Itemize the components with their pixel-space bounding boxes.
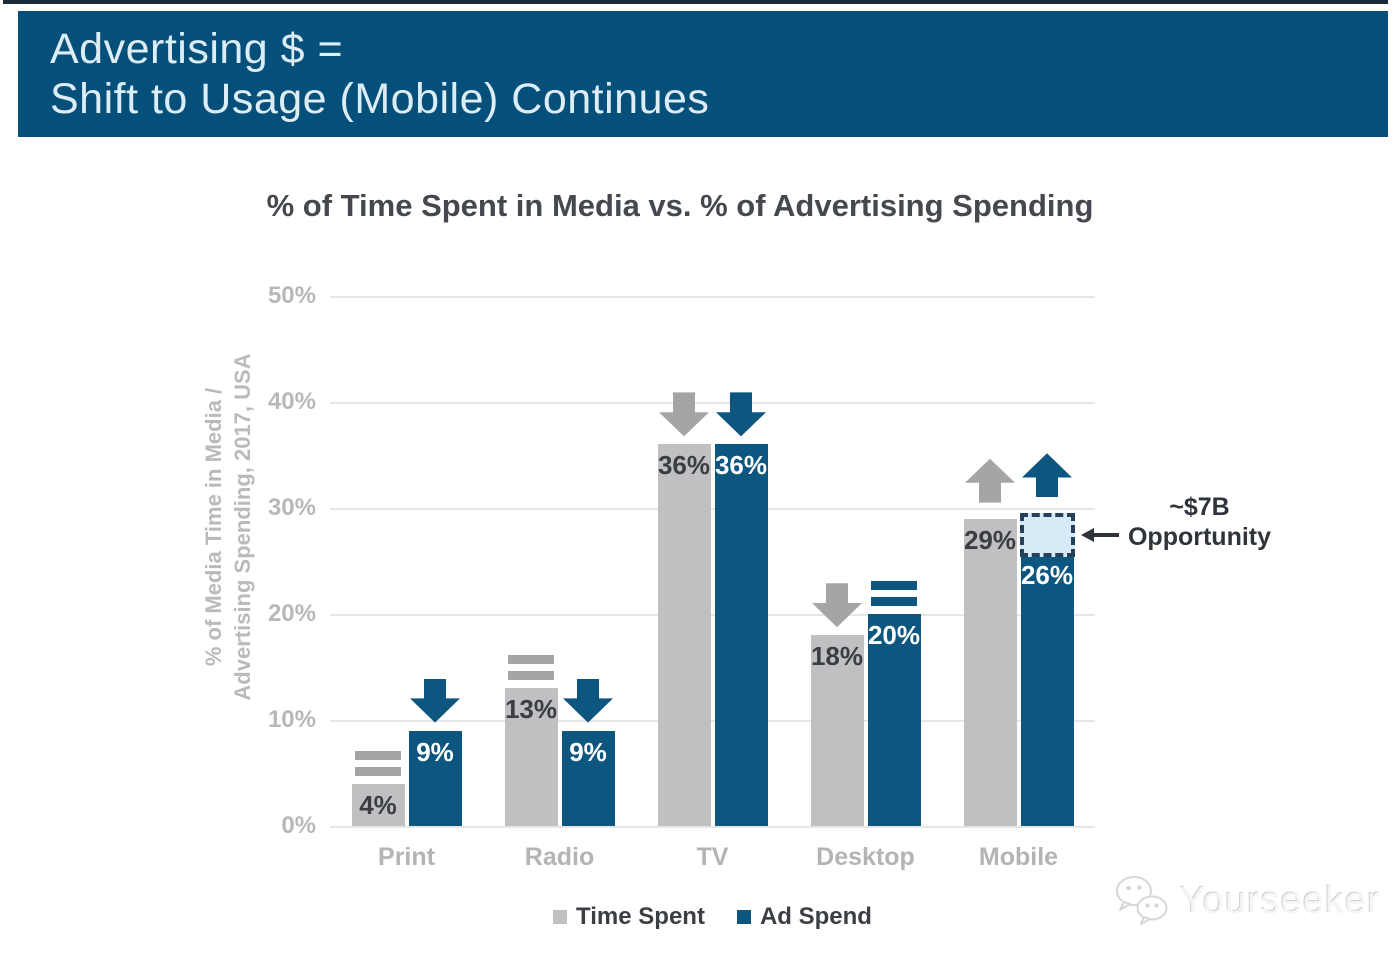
bar-value-label: 4% — [359, 789, 397, 820]
bar-value-label: 36% — [714, 450, 768, 481]
x-category-label-radio: Radio — [524, 843, 595, 871]
bar-value-label: 36% — [657, 450, 711, 481]
gridline-10% — [330, 720, 1095, 722]
bar-desktop-ad-spend — [867, 614, 921, 826]
down-arrow-icon — [563, 678, 613, 723]
watermark-text: Yourseeker — [1180, 879, 1381, 922]
bar-desktop-time-spent — [810, 635, 864, 826]
bar-tv-time-spent — [657, 444, 711, 826]
bar-value-label: 9% — [416, 736, 454, 767]
opportunity-gap-box — [1019, 513, 1075, 558]
equals-icon — [355, 750, 401, 776]
down-arrow-icon — [659, 392, 709, 437]
slide-title: Advertising $ = Shift to Usage (Mobile) … — [50, 24, 1388, 124]
legend-label-ad-spend: Ad Spend — [759, 903, 872, 930]
down-arrow-icon — [812, 583, 862, 628]
x-category-label-tv: TV — [696, 843, 729, 871]
ad-spend-swatch-icon — [736, 910, 751, 924]
opportunity-value: ~$7B — [1169, 493, 1230, 522]
up-arrow-icon — [1022, 453, 1072, 498]
equals-bar — [871, 597, 917, 606]
y-tick-label: 20% — [267, 600, 316, 627]
bar-value-label: 13% — [504, 694, 558, 725]
equals-bar — [355, 750, 401, 760]
y-axis-label-line-1: % of Media Time in Media / — [201, 387, 226, 667]
down-arrow-icon — [410, 678, 460, 723]
equals-bar — [508, 655, 554, 665]
bar-value-label: 20% — [867, 620, 921, 650]
down-arrow-icon — [716, 392, 766, 437]
bar-value-label: 18% — [810, 641, 864, 672]
chart-title: % of Time Spent in Media vs. % of Advert… — [266, 188, 1094, 223]
bar-mobile-ad-spend — [1020, 550, 1074, 826]
y-tick-label: 30% — [267, 494, 316, 521]
chart-legend: Time Spent Ad Spend — [330, 903, 1095, 931]
left-arrow-icon — [1080, 528, 1119, 543]
gridline-50% — [330, 296, 1095, 298]
x-category-label-print: Print — [378, 843, 435, 871]
legend-item-ad-spend: Ad Spend — [736, 903, 872, 931]
bar-print-ad-spend — [408, 730, 462, 826]
legend-item-time-spent: Time Spent — [553, 903, 705, 931]
wechat-logo-icon — [1116, 876, 1168, 925]
gridline-0% — [330, 826, 1095, 828]
watermark: Yourseeker — [1112, 874, 1381, 928]
gridline-40% — [330, 402, 1095, 404]
x-category-label-mobile: Mobile — [978, 843, 1059, 871]
y-tick-label: 50% — [267, 282, 316, 309]
slide-title-line-2: Shift to Usage (Mobile) Continues — [50, 75, 710, 123]
bar-radio-time-spent — [504, 688, 558, 826]
y-tick-label: 10% — [267, 706, 316, 733]
y-tick-label: 0% — [281, 812, 316, 839]
bar-mobile-time-spent — [963, 518, 1017, 826]
time-spent-swatch-icon — [553, 910, 568, 924]
bar-tv-ad-spend — [714, 444, 768, 826]
bar-value-label: 29% — [963, 524, 1017, 555]
gridline-20% — [330, 614, 1095, 616]
y-tick-label: 40% — [267, 388, 316, 415]
legend-label-time-spent: Time Spent — [576, 903, 705, 930]
equals-icon — [508, 655, 554, 681]
equals-bar — [508, 671, 554, 681]
equals-bar — [355, 766, 401, 776]
header-banner: Advertising $ = Shift to Usage (Mobile) … — [18, 11, 1388, 137]
x-category-label-desktop: Desktop — [816, 843, 915, 871]
bar-radio-ad-spend — [561, 730, 615, 826]
opportunity-annotation: ~$7B Opportunity — [1125, 492, 1275, 552]
up-arrow-icon — [965, 458, 1015, 503]
bar-value-label: 26% — [1020, 560, 1074, 591]
equals-icon — [871, 581, 917, 606]
top-border-line — [3, 0, 1388, 4]
bar-print-time-spent — [351, 783, 405, 826]
opportunity-label: Opportunity — [1127, 523, 1272, 552]
slide-title-line-1: Advertising $ = — [50, 25, 344, 73]
gridline-30% — [330, 508, 1095, 510]
bar-value-label: 9% — [569, 736, 607, 767]
equals-bar — [871, 581, 917, 590]
